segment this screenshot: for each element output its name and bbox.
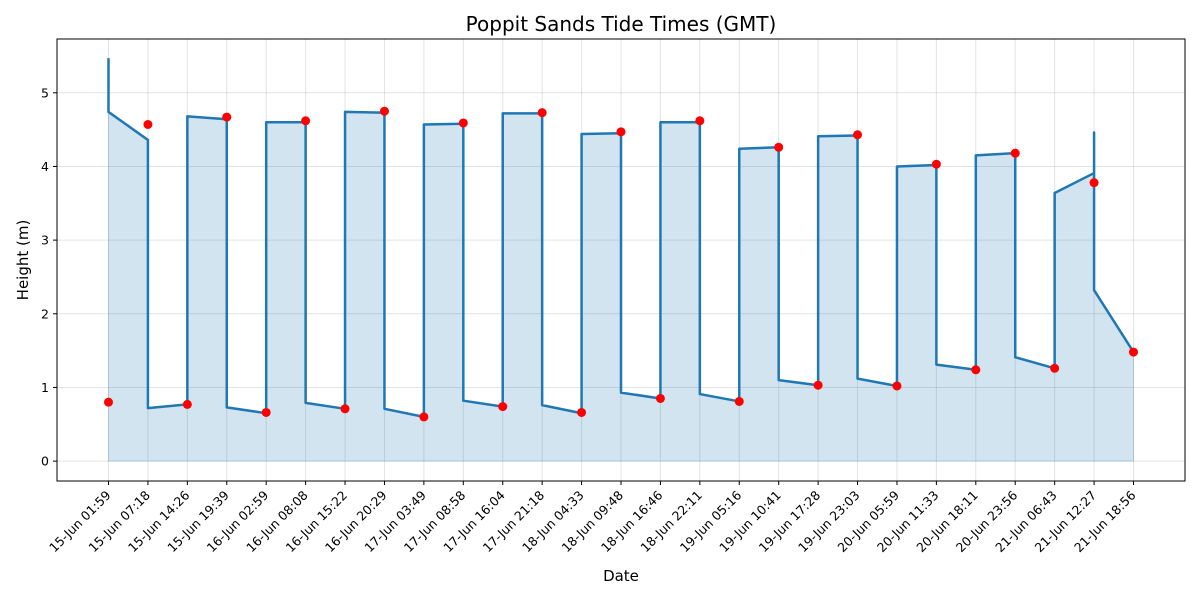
tide-point [892,381,902,391]
y-axis-label: Height (m) [14,220,32,301]
tide-point [301,116,311,126]
tide-point [498,402,508,412]
tide-point [182,399,192,409]
tide-point [1010,148,1020,158]
tide-point [379,106,389,116]
y-axis: 0 1 2 3 4 5 [41,85,57,469]
chart-title: Poppit Sands Tide Times (GMT) [466,12,777,36]
y-tick-label: 5 [41,85,49,100]
tide-point [695,116,705,126]
tide-point [734,396,744,406]
tide-point [813,380,823,390]
tide-point [1129,347,1138,357]
tide-height-line [107,58,1135,419]
tide-point [104,397,113,407]
x-axis-label: Date [603,567,639,585]
tide-point [1050,363,1060,373]
tide-point [655,393,665,403]
y-tick-label: 4 [41,159,49,174]
tide-point [537,108,547,118]
tide-point [577,407,587,417]
y-tick-label: 1 [41,380,49,395]
tide-point [419,412,429,422]
tide-point [340,404,350,414]
tide-point [458,118,468,128]
tide-point [853,130,863,140]
tide-point [222,112,232,122]
tide-point [143,119,153,129]
tide-point [616,127,626,137]
tide-point [774,142,784,152]
y-tick-label: 0 [41,454,49,469]
tide-point [1089,178,1099,188]
tide-markers [104,106,1138,422]
y-tick-label: 3 [41,233,49,248]
tide-point [261,407,271,417]
tide-point [971,365,981,375]
tide-point [931,159,941,169]
y-tick-label: 2 [41,306,49,321]
